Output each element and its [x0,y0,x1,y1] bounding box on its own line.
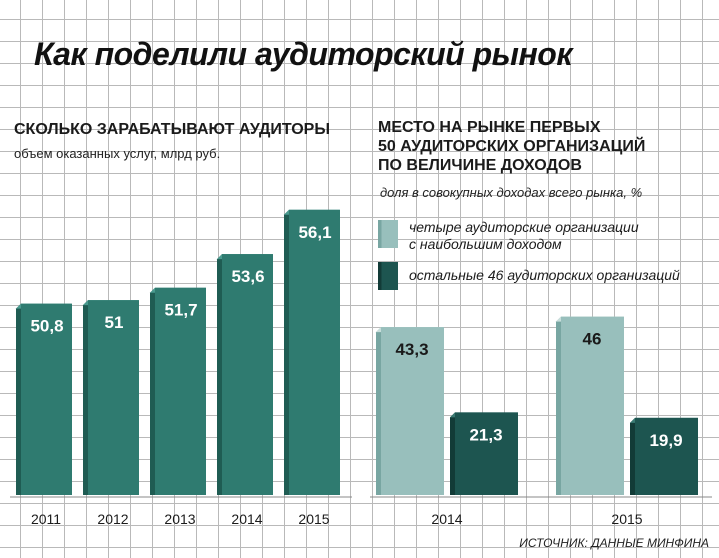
x-tick-label-2014: 2014 [431,511,462,527]
bar-2013-side [150,287,155,495]
bar-2015-side [284,209,289,496]
legend-label-top4: четыре аудиторские организации с наиболь… [409,219,639,253]
bar-2015-series-1 [630,417,698,495]
right-chart-subtitle: доля в совокупных доходах всего рынка, % [380,185,643,200]
bar-2015-front [289,209,340,496]
bar-2012 [83,300,139,495]
bar-value-label-2014: 53,6 [231,267,264,286]
legend-label-other46-line-1: остальные 46 аудиторских организаций [409,267,680,283]
bar-value-label-2015-series-1: 19,9 [649,431,682,450]
bar-2015 [284,209,340,496]
bar-2014-series-1 [450,412,518,495]
left-chart-subtitle: объем оказанных услуг, млрд руб. [14,146,221,161]
bar-2012-front [88,300,139,495]
bar-2014-series-1-front [455,412,518,495]
bar-2014-series-0-front [381,327,444,495]
bar-2013 [150,287,206,495]
bar-2011 [16,303,72,495]
bar-2014-series-0 [376,327,444,495]
legend-swatch-other46 [378,262,398,290]
right-chart-title-line-1: МЕСТО НА РЫНКЕ ПЕРВЫХ [378,119,601,136]
revenue-bar-chart: 50,8 2011 51 2012 51,7 2013 53,6 2014 56,1 2015 [10,209,352,527]
bar-2012-side [83,300,88,495]
bar-value-label-2013: 51,7 [164,301,197,320]
bar-2015-series-1-front [635,417,698,495]
bar-2014-series-1-side [450,412,455,495]
legend-label-top4-line-1: четыре аудиторские организации [409,219,639,235]
bar-2015-series-1-side [630,417,635,495]
legend-swatch-top4 [378,220,398,248]
bar-value-label-2015: 56,1 [298,223,331,242]
legend-label-top4-line-2: с наибольшим доходом [409,236,562,252]
x-tick-label-2011: 2011 [31,511,61,527]
x-tick-label-2012: 2012 [97,511,128,527]
x-tick-label-2013: 2013 [164,511,195,527]
page-title: Как поделили аудиторский рынок [34,36,573,72]
bar-value-label-2012: 51 [105,313,124,332]
right-chart-title-line-2: 50 АУДИТОРСКИХ ОРГАНИЗАЦИЙ [378,138,646,155]
bar-2014-side [217,254,222,495]
market-share-bar-chart: 43,3 21,3 2014 46 19,9 2015 [370,316,712,527]
bar-2015-series-0-side [556,316,561,495]
bar-2015-series-0-front [561,316,624,495]
bar-value-label-2011: 50,8 [30,317,63,336]
bar-value-label-2014-series-0: 43,3 [395,340,428,359]
bar-2011-side [16,303,21,495]
bar-value-label-2015-series-0: 46 [583,330,602,349]
left-chart-title: СКОЛЬКО ЗАРАБАТЫВАЮТ АУДИТОРЫ [14,121,331,138]
source-note: ИСТОЧНИК: ДАННЫЕ МИНФИНА [519,536,709,550]
right-chart-title-line-3: ПО ВЕЛИЧИНЕ ДОХОДОВ [378,157,582,174]
legend-label-other46: остальные 46 аудиторских организаций [409,267,680,284]
bar-2014-front [222,254,273,495]
bar-2013-front [155,287,206,495]
x-tick-label-2015: 2015 [611,511,642,527]
bar-2014 [217,254,273,495]
bar-value-label-2014-series-1: 21,3 [469,425,502,444]
bar-2015-series-0 [556,316,624,495]
bar-2011-front [21,303,72,495]
x-tick-label-2015: 2015 [298,511,329,527]
x-tick-label-2014: 2014 [231,511,262,527]
bar-2014-series-0-side [376,327,381,495]
